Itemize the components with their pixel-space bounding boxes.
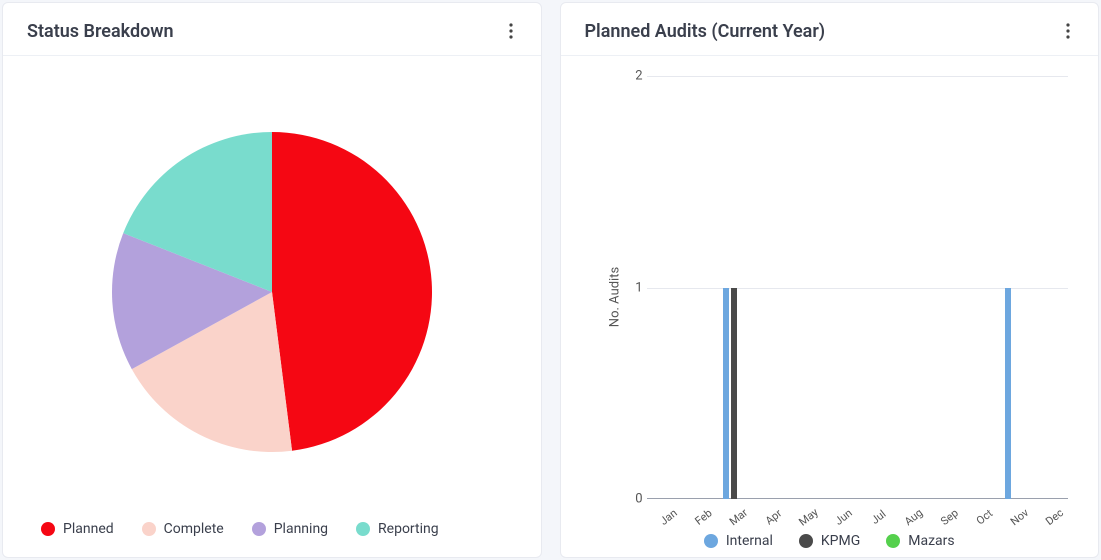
x-axis-ticks: JanFebMarAprMayJunJulAugSepOctNovDec — [647, 512, 1069, 525]
y-tick-label: 1 — [625, 280, 643, 295]
legend-swatch — [41, 522, 55, 536]
bar-internal-mar[interactable] — [723, 288, 729, 500]
legend-swatch — [356, 522, 370, 536]
card-title: Status Breakdown — [27, 21, 174, 42]
legend-item-kpmg[interactable]: KPMG — [799, 533, 860, 549]
bar-internal-nov[interactable] — [1005, 288, 1011, 500]
legend-item-reporting[interactable]: Reporting — [356, 521, 439, 537]
bar-legend: Internal KPMG Mazars — [579, 527, 1081, 549]
card-header: Planned Audits (Current Year) — [561, 3, 1099, 56]
pie-slice-planned[interactable] — [272, 132, 432, 451]
legend-swatch — [252, 522, 266, 536]
legend-label: KPMG — [821, 533, 860, 549]
card-body: No. Audits JanFebMarAprMayJunJulAugSepOc… — [561, 56, 1099, 557]
card-title: Planned Audits (Current Year) — [585, 21, 826, 42]
legend-item-complete[interactable]: Complete — [142, 521, 224, 537]
legend-label: Planning — [274, 521, 328, 537]
legend-label: Complete — [164, 521, 224, 537]
legend-label: Planned — [63, 521, 114, 537]
legend-swatch — [799, 534, 813, 548]
legend-swatch — [142, 522, 156, 536]
legend-item-internal[interactable]: Internal — [704, 533, 773, 549]
y-axis-label: No. Audits — [607, 266, 622, 326]
legend-label: Reporting — [378, 521, 439, 537]
legend-item-mazars[interactable]: Mazars — [886, 533, 954, 549]
pie-chart — [21, 66, 523, 517]
legend-label: Internal — [726, 533, 773, 549]
card-header: Status Breakdown — [3, 3, 541, 56]
legend-item-planning[interactable]: Planning — [252, 521, 328, 537]
bar-kpmg-mar[interactable] — [731, 288, 737, 500]
planned-audits-card: Planned Audits (Current Year) No. Audits… — [560, 2, 1100, 558]
legend-label: Mazars — [908, 533, 954, 549]
legend-swatch — [704, 534, 718, 548]
legend-item-planned[interactable]: Planned — [41, 521, 114, 537]
card-body: Planned Complete Planning Reporting — [3, 56, 541, 557]
y-tick-label: 0 — [625, 492, 643, 507]
kebab-menu-icon[interactable] — [499, 19, 523, 43]
pie-legend: Planned Complete Planning Reporting — [21, 517, 523, 549]
status-breakdown-card: Status Breakdown Planned Complete Planning… — [2, 2, 542, 558]
kebab-menu-icon[interactable] — [1056, 19, 1080, 43]
legend-swatch — [886, 534, 900, 548]
bar-chart: No. Audits JanFebMarAprMayJunJulAugSepOc… — [619, 66, 1073, 527]
gridline — [647, 76, 1069, 77]
y-tick-label: 2 — [625, 69, 643, 84]
